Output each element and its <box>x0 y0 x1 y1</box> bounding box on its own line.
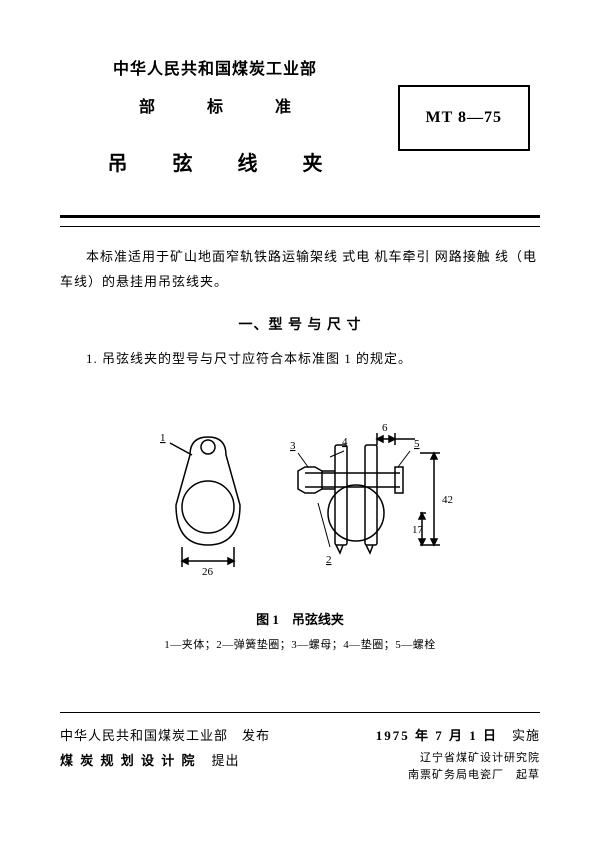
footer-date: 1975 年 7 月 1 日 实施 <box>376 725 540 744</box>
dim-6: 6 <box>382 422 388 434</box>
footer-publisher: 中华人民共和国煤炭工业部 发布 <box>60 725 270 744</box>
footer: 中华人民共和国煤炭工业部 发布 1975 年 7 月 1 日 实施 煤 炭 规 … <box>60 725 540 783</box>
title-block: 中华人民共和国煤炭工业部 部 标 准 吊 弦 线 夹 <box>80 55 350 176</box>
standard-code: MT 8—75 <box>426 109 502 126</box>
footer-drafter: 辽宁省煤矿设计研究院 南票矿务局电瓷厂 起草 <box>408 750 540 783</box>
footer-divider <box>60 712 540 713</box>
figure-legend: 1—夹体；2—弹簧垫圈；3—螺母；4—垫圈；5—螺栓 <box>60 636 540 652</box>
callout-3: 3 <box>290 440 296 452</box>
clause-1: 1. 吊弦线夹的型号与尺寸应符合本标准图 1 的规定。 <box>60 348 540 367</box>
section-1-title: 一、型 号 与 尺 寸 <box>60 314 540 334</box>
figure-1: 26 42 17 6 1 2 3 4 5 <box>60 395 540 595</box>
org-name: 中华人民共和国煤炭工业部 <box>80 55 350 79</box>
doc-type: 部 标 准 <box>80 93 350 117</box>
divider-thin <box>60 226 540 227</box>
dim-42: 42 <box>442 494 453 506</box>
dim-17: 17 <box>412 524 424 536</box>
callout-2: 2 <box>326 554 332 566</box>
divider-thick <box>60 215 540 218</box>
header: 中华人民共和国煤炭工业部 部 标 准 吊 弦 线 夹 MT 8—75 <box>60 55 540 195</box>
callout-5: 5 <box>414 438 420 450</box>
intro-paragraph: 本标准适用于矿山地面窄轨铁路运输架线 式电 机车牵引 网路接触 线（电车线）的悬… <box>60 245 540 294</box>
figure-caption: 图 1 吊弦线夹 <box>60 609 540 628</box>
callout-4: 4 <box>342 436 348 448</box>
footer-row-2: 煤 炭 规 划 设 计 院 提出 辽宁省煤矿设计研究院 南票矿务局电瓷厂 起草 <box>60 750 540 783</box>
dim-26: 26 <box>202 566 214 578</box>
callout-1: 1 <box>160 432 166 444</box>
footer-row-1: 中华人民共和国煤炭工业部 发布 1975 年 7 月 1 日 实施 <box>60 725 540 744</box>
doc-title: 吊 弦 线 夹 <box>80 147 350 176</box>
standard-code-box: MT 8—75 <box>398 85 530 151</box>
figure-svg: 26 42 17 6 1 2 3 4 5 <box>120 395 480 595</box>
footer-proposer: 煤 炭 规 划 设 计 院 提出 <box>60 750 240 783</box>
